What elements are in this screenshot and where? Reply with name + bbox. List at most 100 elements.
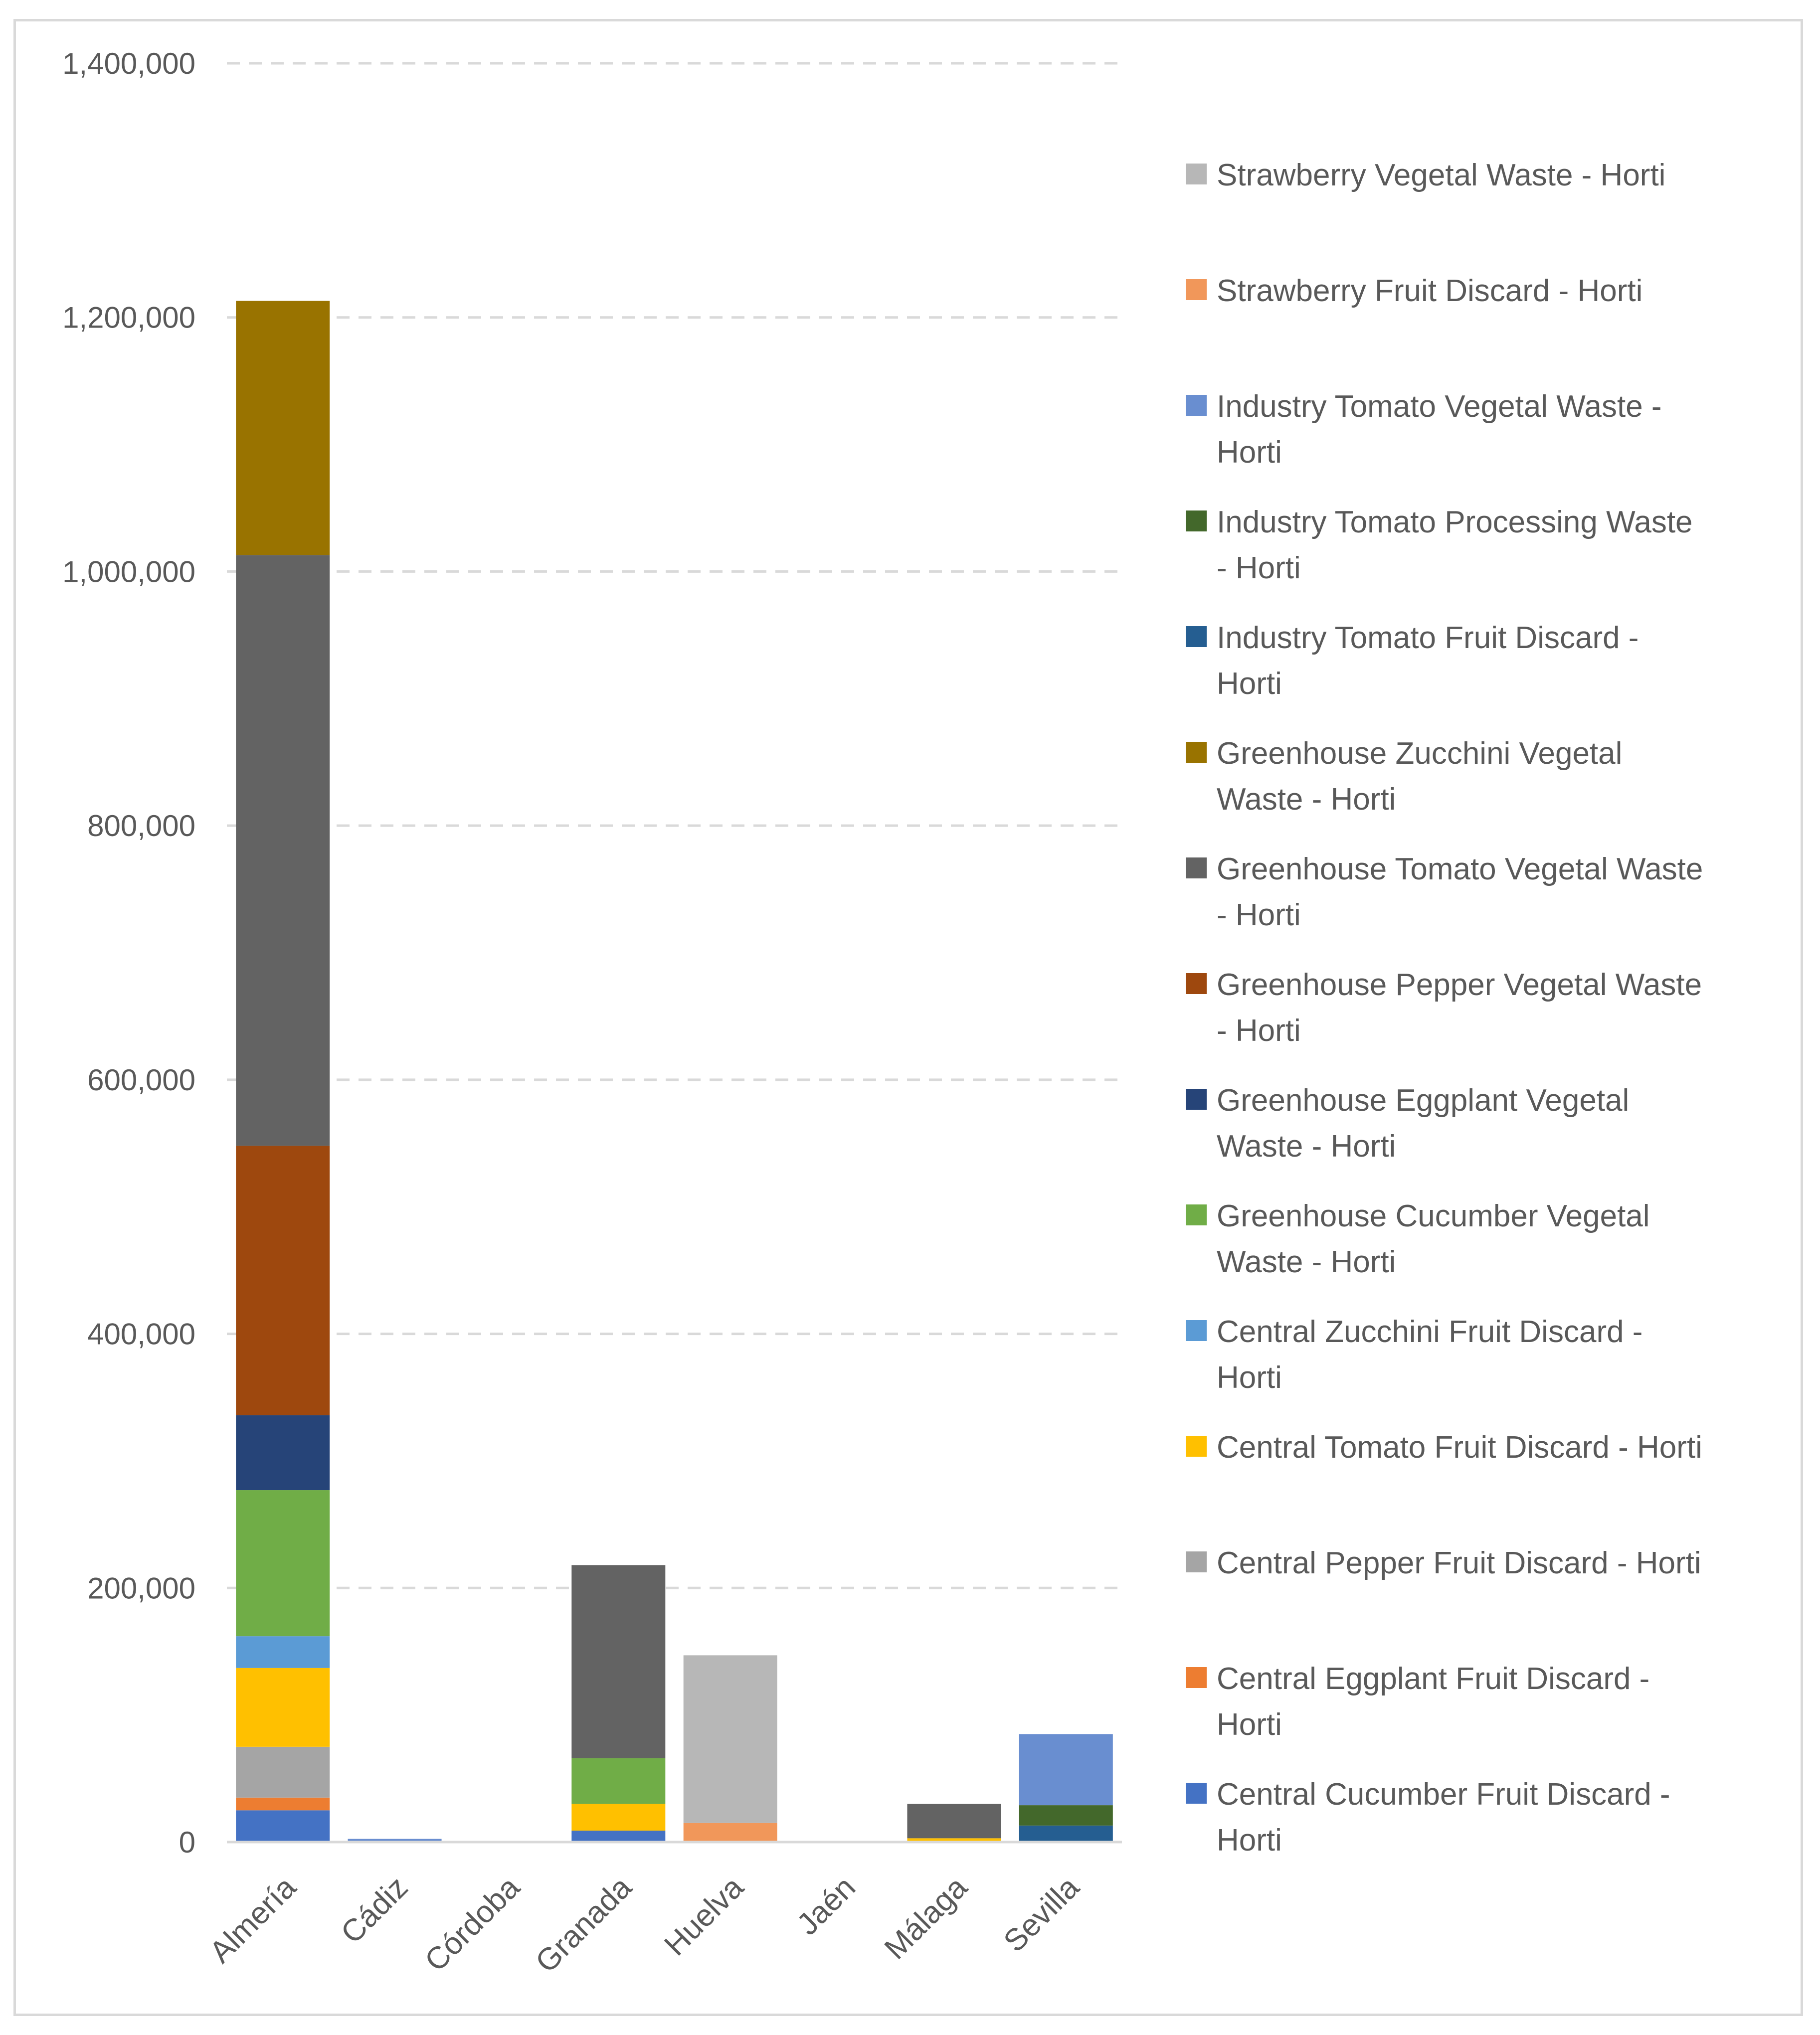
legend-item: Industry Tomato Processing Waste - Horti bbox=[1186, 505, 1693, 585]
legend-label: Horti bbox=[1217, 1360, 1282, 1395]
x-tick-label: Cádiz bbox=[335, 1870, 415, 1950]
bar-segment bbox=[236, 1668, 330, 1747]
bar-segment bbox=[571, 1758, 666, 1804]
bar-segment bbox=[236, 1810, 330, 1842]
legend-label: Industry Tomato Vegetal Waste - bbox=[1217, 389, 1662, 424]
legend-swatch bbox=[1186, 626, 1207, 647]
x-tick-label: Granada bbox=[529, 1870, 639, 1980]
bar-segment bbox=[236, 1415, 330, 1491]
bar-segment bbox=[236, 1636, 330, 1668]
legend-label: Central Pepper Fruit Discard - Horti bbox=[1217, 1546, 1701, 1580]
bar-segment bbox=[907, 1804, 1001, 1839]
bar-segment bbox=[571, 1831, 666, 1842]
legend-item: Central Tomato Fruit Discard - Horti bbox=[1186, 1430, 1702, 1465]
legend-label: Central Tomato Fruit Discard - Horti bbox=[1217, 1430, 1702, 1465]
x-tick-label: Almería bbox=[203, 1870, 303, 1970]
bar-segment bbox=[1019, 1734, 1113, 1806]
y-tick-label: 600,000 bbox=[87, 1063, 195, 1097]
legend-label: Horti bbox=[1217, 1823, 1282, 1858]
legend-item: Greenhouse Cucumber Vegetal Waste - Horti bbox=[1186, 1199, 1650, 1279]
legend-item: Central Eggplant Fruit Discard - Horti bbox=[1186, 1662, 1649, 1742]
legend-swatch bbox=[1186, 1320, 1207, 1341]
bar-segment bbox=[236, 1797, 330, 1811]
legend-label: Greenhouse Cucumber Vegetal bbox=[1217, 1199, 1650, 1233]
legend-label: Horti bbox=[1217, 1707, 1282, 1742]
legend-swatch bbox=[1186, 1204, 1207, 1225]
legend-label: Industry Tomato Processing Waste bbox=[1217, 505, 1693, 539]
legend-item: Central Zucchini Fruit Discard - Horti bbox=[1186, 1315, 1642, 1395]
bar-segment bbox=[571, 1804, 666, 1831]
legend-label: - Horti bbox=[1217, 1014, 1301, 1048]
legend-item: Greenhouse Pepper Vegetal Waste - Horti bbox=[1186, 968, 1702, 1048]
legend-swatch bbox=[1186, 1551, 1207, 1572]
legend-label: Greenhouse Tomato Vegetal Waste bbox=[1217, 852, 1703, 886]
legend-label: Greenhouse Zucchini Vegetal bbox=[1217, 736, 1622, 771]
bar-segment bbox=[236, 1490, 330, 1637]
y-tick-label: 1,000,000 bbox=[62, 555, 195, 588]
legend-label: Greenhouse Pepper Vegetal Waste bbox=[1217, 968, 1702, 1002]
bar-segment bbox=[683, 1655, 777, 1823]
bar-segment bbox=[1019, 1825, 1113, 1842]
bar-segment bbox=[907, 1838, 1001, 1842]
bar-segment bbox=[236, 301, 330, 555]
legend-swatch bbox=[1186, 1436, 1207, 1457]
legend-item: Greenhouse Eggplant Vegetal Waste - Horti bbox=[1186, 1083, 1629, 1164]
bar-segment bbox=[1019, 1805, 1113, 1826]
legend-label: - Horti bbox=[1217, 551, 1301, 585]
legend-swatch bbox=[1186, 1667, 1207, 1688]
legend: Strawberry Vegetal Waste - Horti Strawber… bbox=[1186, 158, 1703, 1858]
x-tick-label: Sevilla bbox=[997, 1870, 1086, 1959]
legend-swatch bbox=[1186, 510, 1207, 531]
legend-label: Industry Tomato Fruit Discard - bbox=[1217, 621, 1638, 655]
y-tick-label: 1,400,000 bbox=[62, 47, 195, 80]
bar-segment bbox=[683, 1823, 777, 1842]
legend-item: Industry Tomato Fruit Discard - Horti bbox=[1186, 621, 1638, 701]
x-tick-label: Huelva bbox=[658, 1870, 750, 1963]
legend-swatch bbox=[1186, 279, 1207, 300]
bar-segment bbox=[348, 1839, 442, 1842]
y-tick-label: 400,000 bbox=[87, 1318, 195, 1351]
legend-swatch bbox=[1186, 742, 1207, 763]
y-tick-label: 0 bbox=[179, 1826, 195, 1859]
bar-segment bbox=[571, 1565, 666, 1758]
legend-label: Central Eggplant Fruit Discard - bbox=[1217, 1662, 1649, 1696]
legend-label: Strawberry Fruit Discard - Horti bbox=[1217, 274, 1642, 308]
legend-swatch bbox=[1186, 1783, 1207, 1804]
bar-segment bbox=[236, 1146, 330, 1415]
x-tick-label: Córdoba bbox=[418, 1870, 527, 1978]
legend-label: Horti bbox=[1217, 435, 1282, 470]
legend-item: Central Cucumber Fruit Discard - Horti bbox=[1186, 1777, 1670, 1858]
legend-label: Central Cucumber Fruit Discard - bbox=[1217, 1777, 1670, 1812]
y-axis-ticks: 0 200,000 400,000 600,000 800,000 1,000,000 1,… bbox=[62, 47, 195, 1859]
legend-item: Greenhouse Zucchini Vegetal Waste - Horti bbox=[1186, 736, 1622, 817]
legend-item: Central Pepper Fruit Discard - Horti bbox=[1186, 1546, 1701, 1580]
legend-swatch bbox=[1186, 973, 1207, 994]
gridlines bbox=[227, 62, 1122, 1589]
y-tick-label: 1,200,000 bbox=[62, 301, 195, 335]
legend-item: Strawberry Fruit Discard - Horti bbox=[1186, 274, 1642, 308]
legend-item: Greenhouse Tomato Vegetal Waste - Horti bbox=[1186, 852, 1703, 932]
legend-swatch bbox=[1186, 1089, 1207, 1110]
legend-swatch bbox=[1186, 395, 1207, 416]
legend-label: Waste - Horti bbox=[1217, 1245, 1396, 1279]
x-axis-ticks: Almería Cádiz Córdoba Granada Huelva Jaén Mála… bbox=[203, 1870, 1086, 1980]
legend-item: Industry Tomato Vegetal Waste - Horti bbox=[1186, 389, 1662, 470]
legend-swatch bbox=[1186, 164, 1207, 184]
legend-swatch bbox=[1186, 857, 1207, 878]
legend-label: Central Zucchini Fruit Discard - bbox=[1217, 1315, 1642, 1349]
x-tick-label: Jaén bbox=[790, 1870, 862, 1942]
legend-label: - Horti bbox=[1217, 898, 1301, 932]
legend-label: Waste - Horti bbox=[1217, 1129, 1396, 1164]
legend-label: Horti bbox=[1217, 667, 1282, 701]
legend-label: Greenhouse Eggplant Vegetal bbox=[1217, 1083, 1629, 1118]
y-tick-label: 800,000 bbox=[87, 809, 195, 843]
legend-item: Strawberry Vegetal Waste - Horti bbox=[1186, 158, 1665, 192]
legend-label: Strawberry Vegetal Waste - Horti bbox=[1217, 158, 1665, 192]
y-tick-label: 200,000 bbox=[87, 1571, 195, 1605]
legend-label: Waste - Horti bbox=[1217, 782, 1396, 817]
bars bbox=[236, 301, 1113, 1842]
x-tick-label: Málaga bbox=[878, 1870, 974, 1966]
bar-segment bbox=[236, 555, 330, 1146]
bar-segment bbox=[236, 1746, 330, 1798]
